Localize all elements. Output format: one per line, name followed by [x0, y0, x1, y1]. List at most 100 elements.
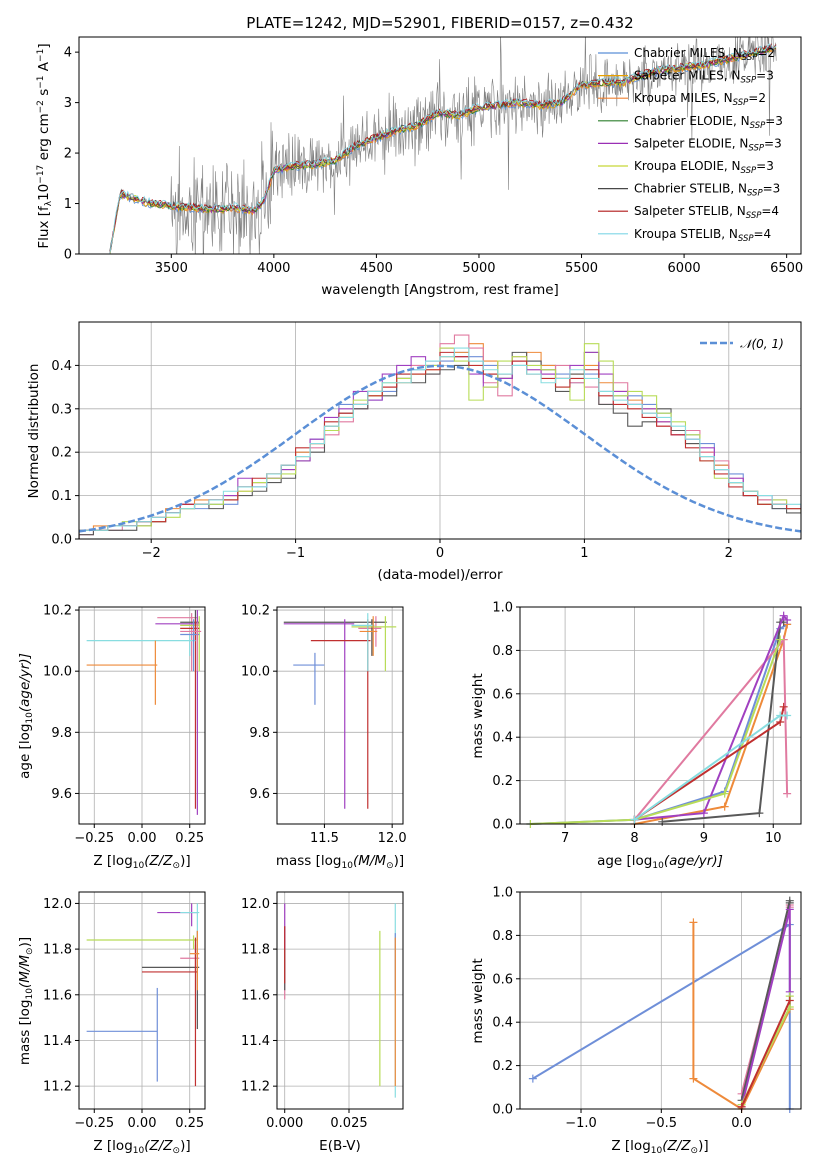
legend-count: =2: [757, 46, 775, 60]
massweight-metallicity-series-line: [740, 1000, 791, 1108]
age-mass-ytick-label: 9.6: [249, 787, 270, 802]
massweight-age-marker: [630, 815, 639, 824]
massweight-metallicity-ytick-label: 0.2: [492, 1059, 513, 1074]
histogram-legend: 𝒩(0, 1): [700, 337, 784, 351]
age-metallicity-ytick-label: 10.0: [43, 665, 72, 680]
mass-metallicity-ytick-label: 11.6: [43, 988, 72, 1003]
spectrum-xtick-label: 6000: [668, 261, 701, 276]
age-mass-ytick-label: 9.8: [249, 726, 270, 741]
massweight-age-ylabel: mass weight: [470, 673, 486, 758]
massweight-age-ytick-label: 0.6: [492, 687, 513, 702]
residual-histogram-series: [79, 351, 801, 539]
age-mass-ytick-label: 10.0: [241, 665, 270, 680]
mass-metallicity-tick-group: −0.25 0.00 0.25 11.2 11.4 11.6 11.8 12.0: [43, 897, 204, 1131]
massweight-age-marker: [699, 809, 708, 818]
spectrum-data-line: [109, 37, 777, 254]
age-metallicity-xlabel: Z [log10(Z/Z⊙)]: [93, 853, 190, 871]
mass-extinction-ytick-label: 11.6: [241, 988, 270, 1003]
spectrum-ytick-label: 1: [64, 197, 72, 212]
mass-metallicity-ytick-label: 11.2: [43, 1080, 72, 1095]
histogram-xtick-label: 2: [725, 546, 733, 561]
massweight-age-ytick-label: 0.4: [492, 731, 513, 746]
massweight-age-plot-area: [520, 606, 801, 828]
massweight-age-xtick-label: 8: [630, 831, 638, 846]
massweight-metallicity-ylabel: mass weight: [470, 958, 486, 1043]
massweight-metallicity-ytick-label: 0.6: [492, 972, 513, 987]
gaussian-reference-curve: [78, 364, 802, 533]
legend-count: =3: [765, 114, 783, 128]
massweight-metallicity-ytick-label: 0.4: [492, 1016, 513, 1031]
residual-histogram-series: [79, 343, 801, 539]
residual-histogram-series: [79, 351, 801, 539]
spectrum-xtick-label: 5000: [462, 261, 495, 276]
legend-sub: SSP: [747, 189, 763, 199]
massweight-age-marker: [783, 789, 792, 798]
massweight-metallicity-series-line: [740, 900, 791, 1101]
mass-metallicity-ytick-label: 11.8: [43, 943, 72, 958]
mass-extinction-ytick-label: 11.2: [241, 1080, 270, 1095]
massweight-age-ytick-label: 0.2: [492, 774, 513, 789]
massweight-age-series-line: [530, 639, 782, 825]
massweight-age-xtick-label: 9: [700, 831, 708, 846]
spectrum-ytick-label: 3: [64, 96, 72, 111]
histogram-plot-area: [78, 322, 802, 540]
age-metallicity-xtick-label: 0.25: [175, 831, 204, 846]
legend-entry: Chabrier ELODIE, NSSP=3: [634, 114, 783, 131]
legend-entry: Salpeter STELIB, NSSP=4: [634, 204, 779, 221]
spectrum-xtick-label: 5500: [565, 261, 598, 276]
legend-entry: Kroupa ELODIE, NSSP=3: [634, 159, 774, 176]
figure-title: PLATE=1242, MJD=52901, FIBERID=0157, z=0…: [246, 14, 633, 32]
residual-histogram-series: [79, 347, 801, 539]
massweight-age-marker: [776, 635, 785, 644]
legend-sub: SSP: [748, 143, 764, 153]
legend-count: =3: [756, 159, 774, 173]
histogram-ytick-label: 0.3: [51, 402, 72, 417]
massweight-age-series-line: [530, 623, 788, 825]
legend-name: Chabrier ELODIE, N: [634, 114, 750, 128]
massweight-metallicity-marker: [785, 905, 794, 914]
mass-extinction-ytick-label: 11.8: [241, 943, 270, 958]
legend-sub: SSP: [742, 53, 758, 63]
spectrum-ytick-label: 2: [64, 147, 72, 162]
age-mass-xlabel: mass [log10(M/M⊙)]: [276, 853, 404, 871]
spectrum-panel: 3500 4000 4500 5000 5500 6000 6500 0 1 2 3 4 wavele…: [36, 36, 803, 298]
mass-weight-vs-age-panel: 7 8 9 10 0.0 0.2 0.4 0.6 0.8 1.0 age [log10(age/y…: [470, 601, 802, 871]
model-fit-line: [109, 43, 777, 254]
age-metallicity-ytick-label: 9.6: [51, 787, 72, 802]
spectrum-ytick-label: 0: [64, 248, 72, 263]
legend-count: =3: [756, 69, 774, 83]
massweight-age-marker: [755, 809, 764, 818]
legend-sub: SSP: [733, 98, 749, 108]
massweight-metallicity-xtick-label: −1.0: [565, 1116, 597, 1131]
mass-metallicity-xtick-label: 0.25: [175, 1116, 204, 1131]
massweight-metallicity-tick-group: −1.0 −0.5 0.0 0.0 0.2 0.4 0.6 0.8 1.0: [492, 886, 752, 1132]
mass-extinction-ytick-label: 11.4: [241, 1034, 270, 1049]
age-mass-ytick-label: 10.2: [241, 604, 270, 619]
legend-name: Kroupa STELIB, N: [634, 227, 738, 241]
histogram-tick-group: −2 −1 0 1 2 0.0 0.1 0.2 0.3 0.4: [51, 359, 733, 561]
mass-extinction-ytick-label: 12.0: [241, 897, 270, 912]
spectrum-ytick-label: 4: [64, 46, 72, 61]
age-vs-mass-panel: 11.5 12.0 9.6 9.8 10.0 10.2 mass [log10(M/M⊙)…: [241, 604, 407, 871]
histogram-xtick-label: 0: [436, 546, 444, 561]
histogram-ytick-label: 0.0: [51, 533, 72, 548]
legend-sub: SSP: [741, 76, 757, 86]
legend-sub: SSP: [738, 234, 754, 244]
age-metallicity-xtick-label: −0.25: [74, 831, 114, 846]
mass-metallicity-plot-area: [79, 892, 205, 1109]
mass-extinction-plot-area: [277, 892, 403, 1109]
legend-count: =2: [748, 91, 766, 105]
legend-name: Kroupa MILES, N: [634, 91, 733, 105]
massweight-metallicity-series-line: [692, 922, 791, 1111]
massweight-age-ytick-label: 0.8: [492, 644, 513, 659]
massweight-age-marker: [720, 802, 729, 811]
legend-sub: SSP: [746, 211, 762, 221]
spectrum-axes-frame: [78, 36, 802, 255]
massweight-metallicity-plot-area: [520, 891, 801, 1113]
mass-extinction-xtick-label: 0.000: [266, 1116, 303, 1131]
age-metallicity-ytick-label: 10.2: [43, 604, 72, 619]
legend-name: Salpeter ELODIE, N: [634, 136, 748, 150]
legend-entry: Chabrier MILES, NSSP=2: [634, 46, 775, 63]
